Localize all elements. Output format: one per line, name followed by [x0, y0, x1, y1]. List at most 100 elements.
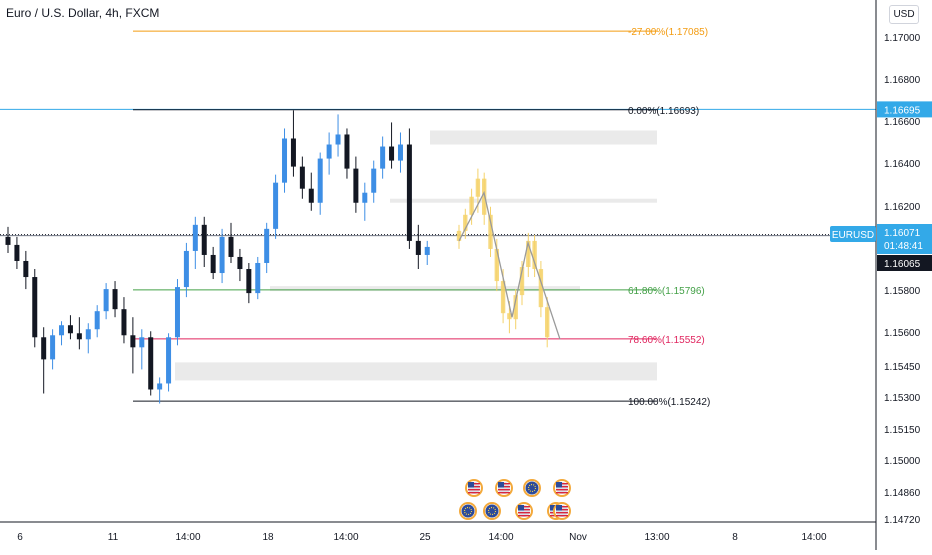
- time-tick-label: 14:00: [175, 532, 200, 543]
- projection-body: [469, 196, 474, 215]
- projection-body: [526, 240, 531, 268]
- currency-button[interactable]: USD: [889, 5, 919, 24]
- flag-stripe: [518, 515, 530, 517]
- candle-body: [5, 236, 11, 245]
- flag-stars: [463, 506, 473, 516]
- candle-body: [112, 289, 118, 310]
- eu-flag-icon: [483, 502, 501, 520]
- us-flag-icon: [495, 479, 513, 497]
- time-tick-label: 8: [732, 532, 738, 543]
- projection-body: [532, 240, 537, 270]
- projection-body: [500, 281, 506, 314]
- time-tick-label: 25: [419, 532, 431, 543]
- projection-body: [463, 214, 468, 231]
- flag-stripe: [468, 492, 480, 494]
- price-tick-label: 1.15150: [884, 425, 921, 436]
- candle-body: [59, 325, 65, 336]
- projection-path: [458, 190, 561, 340]
- zones-layer: [175, 130, 657, 381]
- candle-body: [228, 236, 234, 257]
- supply-demand-zone: [430, 130, 657, 145]
- time-tick-label: 14:00: [333, 532, 358, 543]
- candle-body: [219, 236, 225, 274]
- high-price-tag-label: 1.16695: [884, 105, 921, 116]
- current-price-label: 1.16071: [884, 228, 921, 239]
- projection-body: [475, 178, 481, 197]
- candle-body: [335, 134, 341, 145]
- candle-body: [201, 224, 207, 255]
- flag-stripe: [468, 489, 480, 491]
- price-tags-layer: 1.16695 EURUSD 1.16071 01:48:41 1.16065: [830, 101, 932, 271]
- price-tick-label: 1.15450: [884, 362, 921, 373]
- bid-price-tag: [877, 255, 932, 271]
- us-flag-icon: [553, 479, 571, 497]
- projection-body: [494, 248, 499, 282]
- candle-body: [353, 168, 359, 203]
- fib-level-label: 0.00%(1.16693): [628, 106, 699, 117]
- supply-demand-zone: [390, 198, 657, 203]
- candle-body: [424, 246, 430, 255]
- symbol-tag-label: EURUSD: [832, 230, 874, 241]
- projection-body: [538, 269, 544, 308]
- candle-body: [67, 325, 73, 334]
- time-tick-label: 11: [108, 532, 119, 543]
- candle-body: [317, 158, 323, 203]
- fib-level-label: -27.00%(1.17085): [628, 27, 708, 38]
- projection-body: [513, 295, 518, 320]
- candle-body: [371, 168, 377, 193]
- symbol-tag: [830, 226, 876, 242]
- candle-body: [166, 337, 172, 384]
- candle-body: [362, 192, 368, 203]
- flag-canton: [556, 482, 562, 488]
- time-tick-label: Nov: [569, 532, 587, 543]
- candle-body: [389, 146, 395, 161]
- eu-flag-icon: [523, 479, 541, 497]
- projection-body: [507, 313, 512, 320]
- candle-body: [85, 329, 91, 340]
- us-flag-icon: [465, 479, 483, 497]
- candle-body: [121, 309, 127, 336]
- flag-field: [525, 481, 539, 495]
- price-tick-label: 1.15800: [884, 286, 921, 297]
- flag-field: [485, 504, 499, 518]
- candle-body: [148, 337, 154, 390]
- countdown-label: 01:48:41: [884, 241, 923, 252]
- projection-layer: [456, 168, 561, 348]
- candle-body: [282, 138, 288, 183]
- flag-stripe: [556, 512, 568, 514]
- us-flag-icon: [515, 502, 533, 520]
- price-tick-label: 1.15600: [884, 328, 921, 339]
- projection-body: [488, 214, 493, 249]
- candle-body: [23, 260, 29, 278]
- price-tick-label: 1.16200: [884, 202, 921, 213]
- time-tick-label: 14:00: [801, 532, 826, 543]
- candle-body: [264, 228, 270, 263]
- price-tick-label: 1.16800: [884, 75, 921, 86]
- price-tick-label: 1.15300: [884, 393, 921, 404]
- candle-body: [299, 166, 305, 189]
- candle-body: [192, 224, 198, 251]
- candle-body: [380, 146, 386, 169]
- price-tick-label: 1.16600: [884, 117, 921, 128]
- flag-stripe: [498, 492, 510, 494]
- time-tick-label: 18: [262, 532, 274, 543]
- candle-body: [415, 240, 421, 255]
- us-flag-icon: [553, 502, 571, 520]
- projection-body: [456, 230, 462, 241]
- candle-body: [273, 182, 279, 229]
- time-tick-label: 13:00: [644, 532, 669, 543]
- flag-field: [461, 504, 475, 518]
- flag-stripe: [498, 489, 510, 491]
- candle-body: [183, 250, 189, 288]
- price-tick-label: 1.14860: [884, 488, 921, 499]
- flag-stripe: [518, 512, 530, 514]
- candle-body: [130, 335, 136, 348]
- projection-body: [482, 178, 487, 215]
- axes-layer: 1.17000 1.16800 1.16600 1.16400 1.16200 1.158…: [0, 0, 921, 550]
- candle-body: [344, 134, 350, 169]
- supply-demand-zone: [270, 286, 580, 292]
- candles-layer: [5, 110, 430, 404]
- candle-body: [139, 337, 145, 348]
